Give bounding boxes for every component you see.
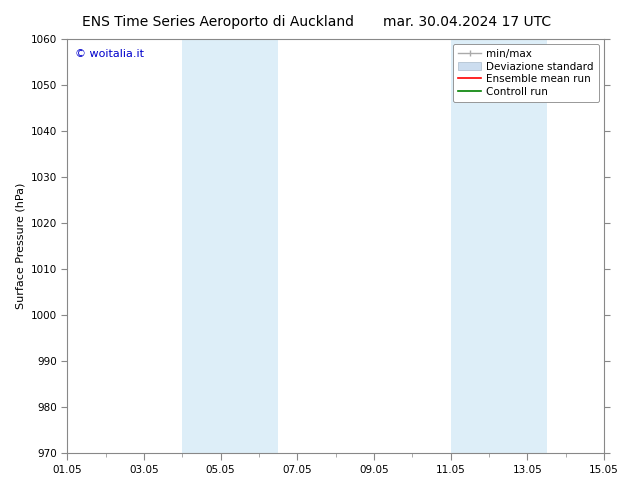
Text: ENS Time Series Aeroporto di Auckland: ENS Time Series Aeroporto di Auckland	[82, 15, 354, 29]
Bar	[182, 39, 278, 453]
Text: © woitalia.it: © woitalia.it	[75, 49, 145, 59]
Legend: min/max, Deviazione standard, Ensemble mean run, Controll run: min/max, Deviazione standard, Ensemble m…	[453, 44, 599, 102]
Bar	[451, 39, 547, 453]
Y-axis label: Surface Pressure (hPa): Surface Pressure (hPa)	[15, 183, 25, 309]
Text: mar. 30.04.2024 17 UTC: mar. 30.04.2024 17 UTC	[384, 15, 552, 29]
